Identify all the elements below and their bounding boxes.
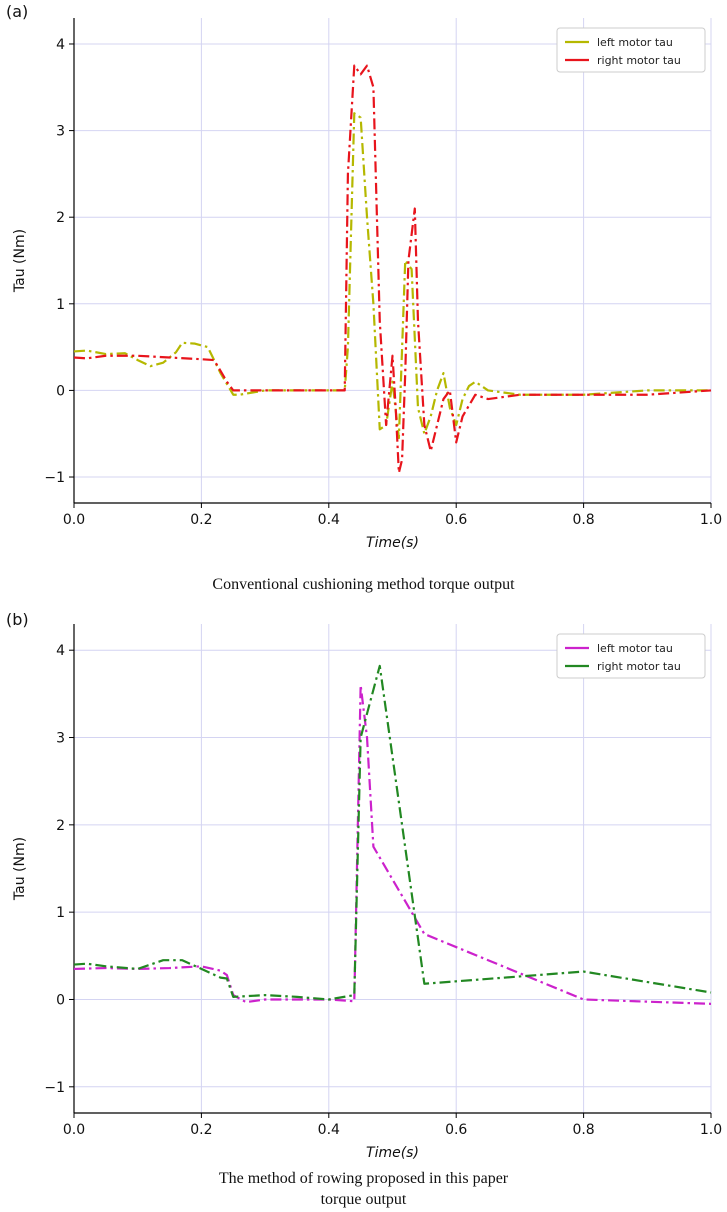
y-tick-label: 3 <box>56 124 65 140</box>
x-tick-label: 0.0 <box>63 1122 85 1138</box>
legend-label: right motor tau <box>597 54 681 67</box>
caption-line: torque output <box>320 1191 407 1208</box>
chart-b-caption: The method of rowing proposed in this pa… <box>0 1168 727 1210</box>
caption-line: Conventional cushioning method torque ou… <box>212 576 515 593</box>
x-tick-label: 0.4 <box>318 512 340 528</box>
y-tick-label: 0 <box>56 992 65 1008</box>
x-axis-label: Time(s) <box>366 1145 419 1161</box>
y-tick-label: 3 <box>56 731 65 747</box>
x-tick-label: 0.6 <box>445 1122 467 1138</box>
x-tick-label: 0.8 <box>572 1122 594 1138</box>
panel-label-b: (b) <box>6 610 29 629</box>
y-tick-label: 2 <box>56 210 65 226</box>
panel-label-a: (a) <box>6 2 29 21</box>
y-tick-label: −1 <box>44 470 65 486</box>
y-tick-label: 1 <box>56 905 65 921</box>
series-line-right-motor <box>73 664 712 1001</box>
series-line-right-motor <box>73 64 712 474</box>
y-tick-label: 1 <box>56 297 65 313</box>
x-tick-label: 0.2 <box>190 512 212 528</box>
y-axis-label: Tau (Nm) <box>12 837 28 901</box>
legend-box <box>556 633 706 679</box>
legend: left motor tau right motor tau <box>556 27 706 73</box>
x-tick-label: 0.8 <box>572 512 594 528</box>
x-tick-label: 0.0 <box>63 512 85 528</box>
legend-label: right motor tau <box>597 660 681 673</box>
legend-box <box>556 27 706 73</box>
x-tick-label: 1.0 <box>700 1122 722 1138</box>
x-tick-label: 1.0 <box>700 512 722 528</box>
series-line-left-motor <box>73 112 711 440</box>
legend-label: left motor tau <box>597 642 673 655</box>
x-tick-label: 0.2 <box>190 1122 212 1138</box>
y-axis-label: Tau (Nm) <box>12 229 28 293</box>
legend-label: left motor tau <box>597 36 673 49</box>
chart-a-caption: Conventional cushioning method torque ou… <box>0 574 727 595</box>
caption-line: The method of rowing proposed in this pa… <box>218 1170 509 1187</box>
x-tick-label: 0.4 <box>318 1122 340 1138</box>
y-tick-label: 4 <box>56 37 65 53</box>
y-tick-label: −1 <box>44 1080 65 1096</box>
legend: left motor tau right motor tau <box>556 633 706 679</box>
chart-a: 0.0 0.2 0.4 0.6 0.8 1.0 −1 0 1 2 3 4 Time(s) Tau (Nm)… <box>12 18 722 551</box>
x-axis-label: Time(s) <box>366 535 419 551</box>
chart-b: 0.0 0.2 0.4 0.6 0.8 1.0 −1 0 1 2 3 4 Time(s) Tau (Nm)… <box>12 624 722 1161</box>
x-tick-label: 0.6 <box>445 512 467 528</box>
y-tick-label: 0 <box>56 383 65 399</box>
series-line-left-motor <box>73 684 712 1005</box>
y-tick-label: 4 <box>56 643 65 659</box>
y-tick-label: 2 <box>56 818 65 834</box>
